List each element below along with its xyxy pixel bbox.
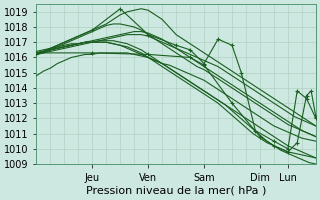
X-axis label: Pression niveau de la mer( hPa ): Pression niveau de la mer( hPa ) bbox=[86, 186, 266, 196]
